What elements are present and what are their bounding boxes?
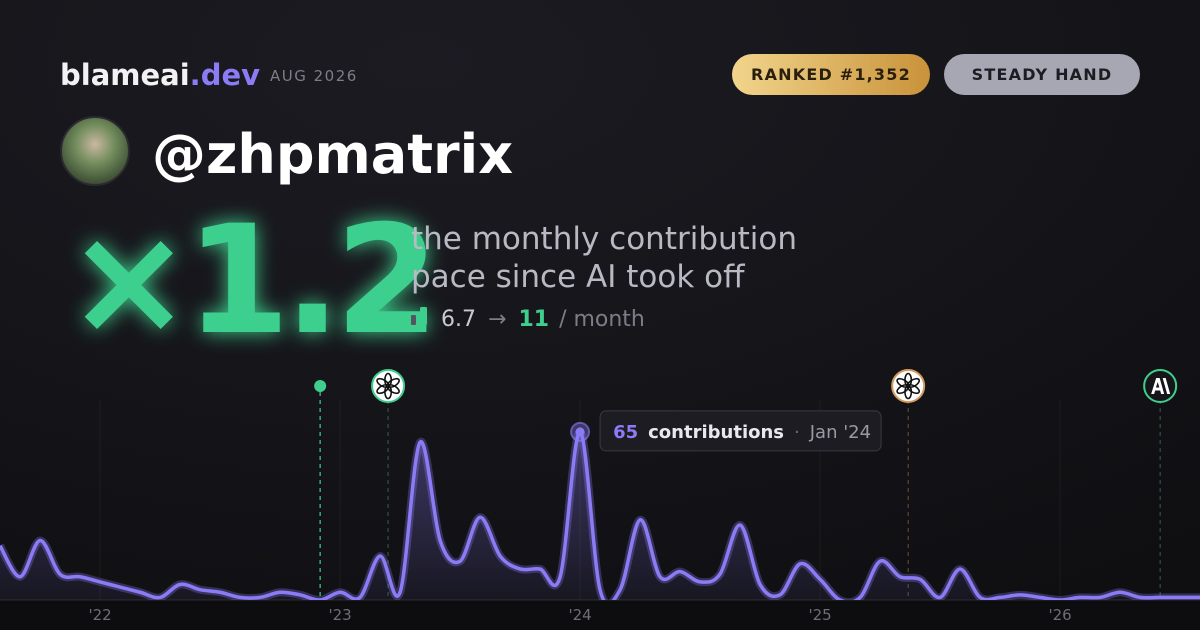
arrow: → [488,307,506,332]
event-dot [314,380,327,600]
pace-line: 6.7 → 11 / month [441,307,645,332]
description: pace since AI took off [411,259,745,295]
style-badge [944,54,1140,95]
series-clip [0,427,1200,600]
multiplier: ×1.2 [66,194,433,368]
handle: @zhpmatrix [152,123,513,186]
tooltip-value: 65 [613,422,638,443]
event-anthropic [1143,369,1178,600]
x-tick-label: '23 [328,606,351,624]
description: the monthly contribution [411,221,797,257]
anthropic-logo [1151,378,1171,394]
line [0,430,1200,600]
unit: / month [559,307,645,332]
avatar [60,116,130,186]
event-dot [314,380,327,392]
after-value: 11 [518,307,549,332]
tooltip-box [599,410,882,452]
before-value: 6.7 [441,307,476,332]
plot: '22 '23 '24 '25 '26 65 contributions · Jan '24 [0,369,1200,624]
tooltip-label: contributions [648,422,784,443]
openai-petal [896,377,910,389]
x-tick-label: '22 [88,606,111,624]
x-tick-label: '24 [568,606,591,624]
tooltip-text: 65 contributions · Jan '24 [613,422,871,443]
tooltip-sep: · [794,422,800,443]
brand-tld: .dev [190,58,260,92]
before-icon [411,315,416,325]
rank-label: RANKED #1,352 [751,65,911,84]
openai-petal [376,377,390,389]
tooltip-date: Jan '24 [809,422,871,443]
highlight-dot [575,427,585,437]
period: AUG 2026 [270,67,358,85]
brand-name: blameai [60,58,190,92]
rank-badge [732,54,930,95]
event-openai [891,369,926,600]
style-label: STEADY HAND [972,65,1113,84]
brand: blameai.dev [60,58,260,92]
after-icon [420,307,427,325]
x-tick-label: '25 [808,606,831,624]
event-openai [371,369,406,600]
x-tick-label: '26 [1048,606,1071,624]
axis-band [0,600,1200,630]
